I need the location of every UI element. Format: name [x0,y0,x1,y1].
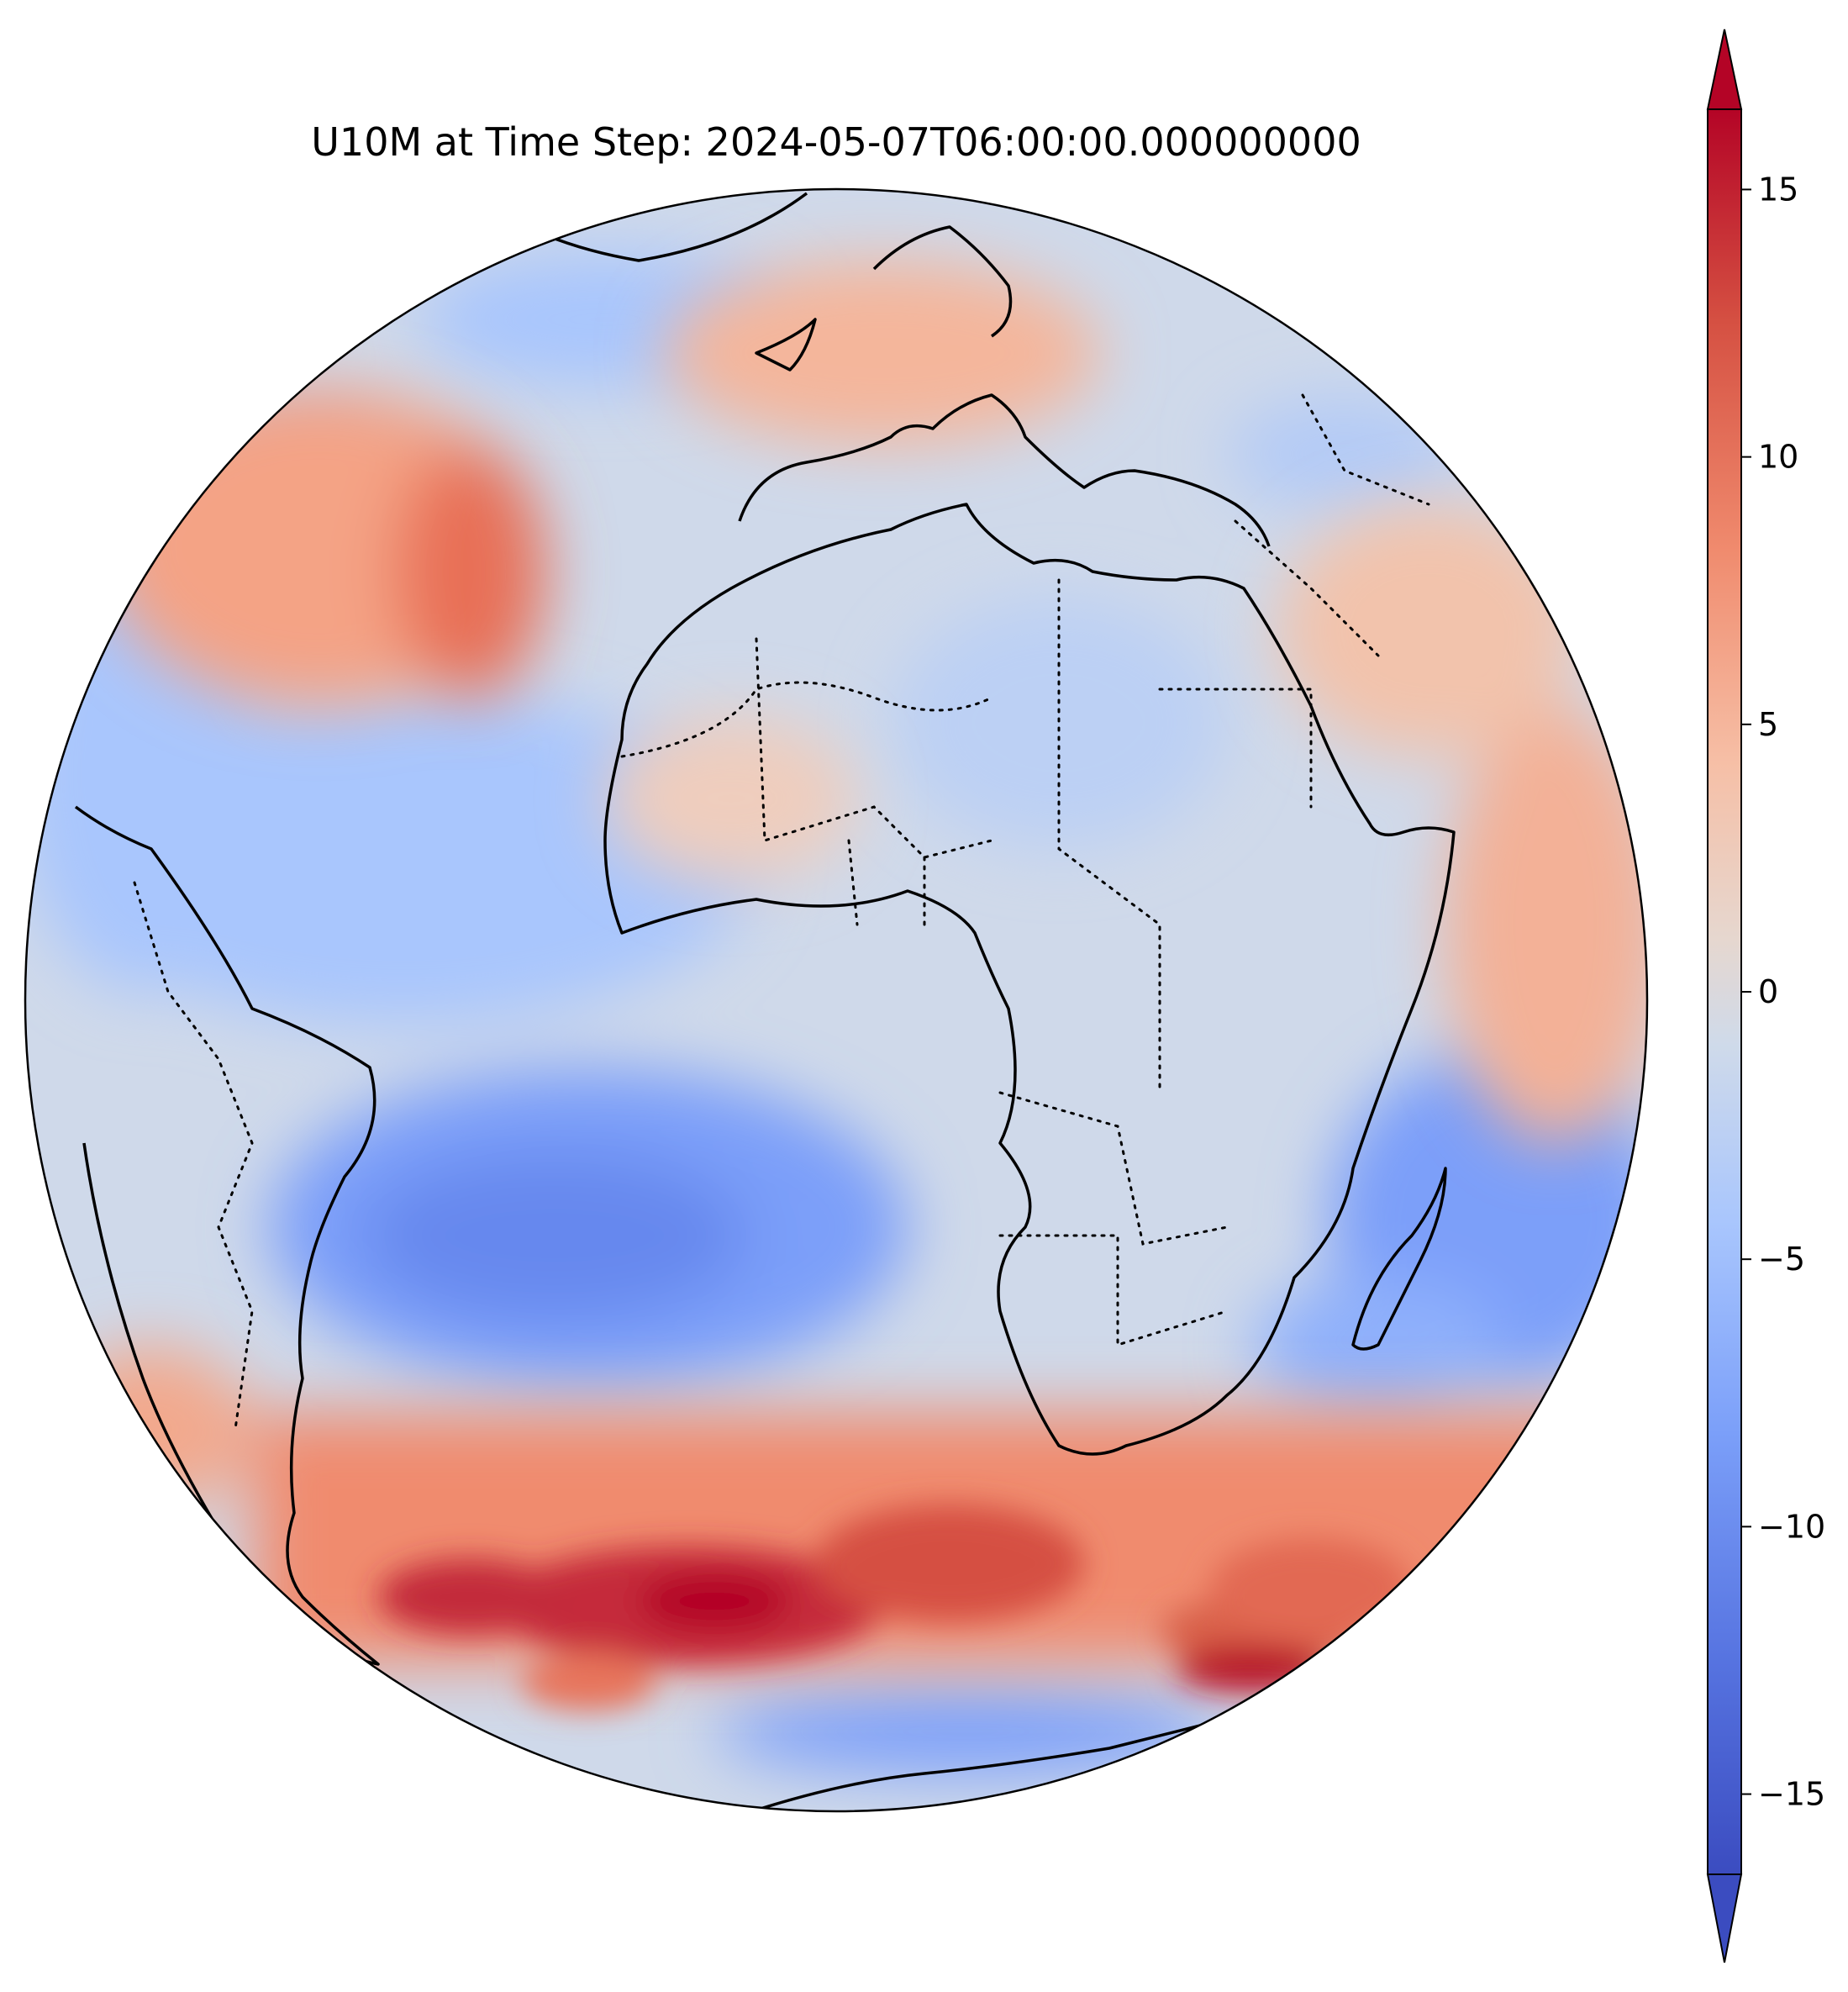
colorbar-tick-label: 10 [1758,439,1798,476]
colorbar-extend-max [1706,29,1743,110]
wind-field [25,189,1647,1811]
colorbar-extend-min [1706,1873,1743,1963]
globe [24,187,1649,1813]
colorbar-tick-label: 0 [1758,973,1778,1010]
colorbar-tick-label: −15 [1758,1776,1825,1813]
colorbar: 15 10 5 0 −5 −10 −15 [1706,29,1825,1963]
chart-title: U10M at Time Step: 2024-05-07T06:00:00.0… [311,119,1361,165]
colorbar-tick-label: 5 [1758,706,1778,743]
colorbar-tick-label: −5 [1758,1241,1805,1278]
globe-outline [24,187,1649,1813]
colorbar-tick-label: 15 [1758,171,1798,208]
colorbar-scale [1708,109,1741,1874]
colorbar-ticks: 15 10 5 0 −5 −10 −15 [1741,171,1825,1813]
colorbar-tick-label: −10 [1758,1508,1825,1545]
